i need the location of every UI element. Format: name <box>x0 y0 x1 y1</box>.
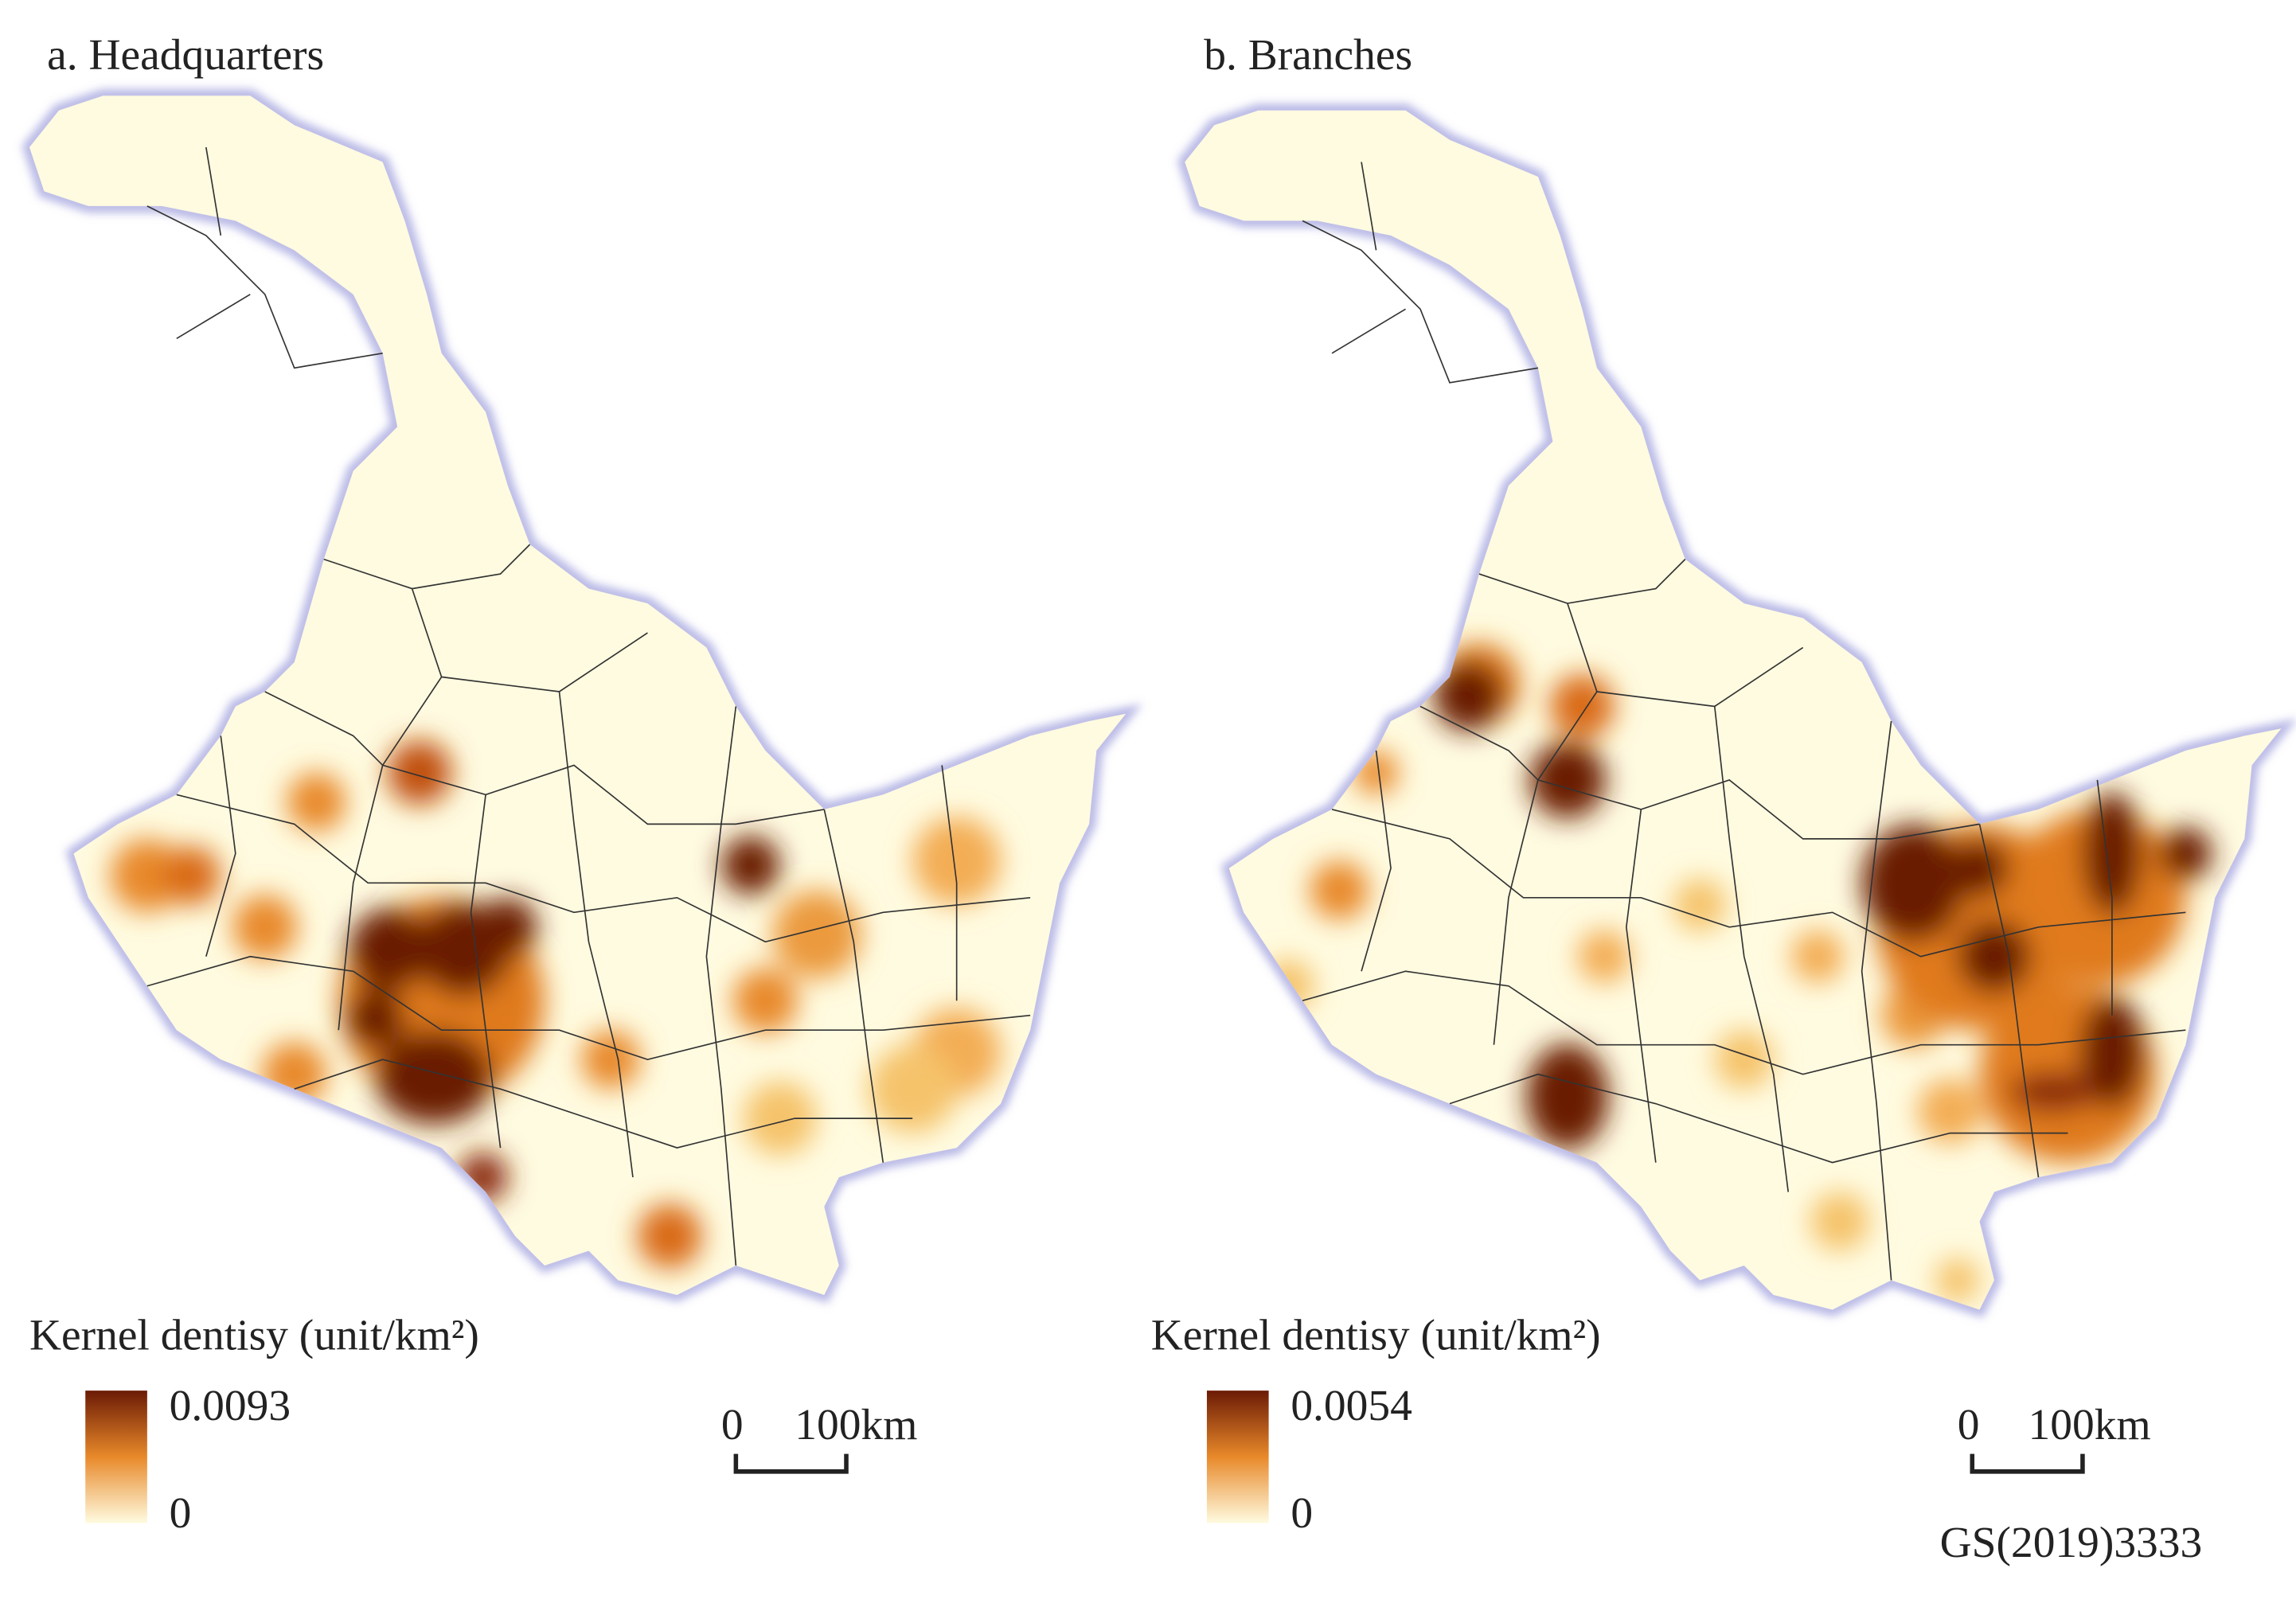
scale-start: 0 <box>721 1400 744 1449</box>
legend-title: Kernel dentisy (unit/km²) <box>29 1310 479 1359</box>
scale-bar-b: 0 100km <box>1958 1400 2151 1474</box>
legend-ramp <box>1206 1391 1269 1523</box>
legend-max: 0.0054 <box>1291 1381 1412 1430</box>
legend-b: Kernel dentisy (unit/km²) 0.0054 0 <box>1151 1310 1601 1537</box>
map-title: b. Branches <box>1204 30 1412 79</box>
legend-ramp <box>85 1391 147 1523</box>
scale-start: 0 <box>1958 1400 1980 1449</box>
scale-end: 100km <box>795 1400 917 1449</box>
map-b: b. Branches <box>1185 30 2281 1309</box>
legend-a: Kernel dentisy (unit/km²) 0.0093 0 <box>29 1310 479 1537</box>
map-a: a. Headquarters <box>29 30 1126 1295</box>
scale-end: 100km <box>2029 1400 2151 1449</box>
map-code: GS(2019)3333 <box>1940 1518 2203 1566</box>
scale-bar-a: 0 100km <box>721 1400 917 1474</box>
legend-min: 0 <box>170 1488 192 1537</box>
legend-title: Kernel dentisy (unit/km²) <box>1151 1310 1601 1359</box>
legend-max: 0.0093 <box>170 1381 291 1430</box>
legend-min: 0 <box>1291 1488 1313 1537</box>
map-title: a. Headquarters <box>47 30 324 79</box>
density-surface <box>110 740 1002 1269</box>
